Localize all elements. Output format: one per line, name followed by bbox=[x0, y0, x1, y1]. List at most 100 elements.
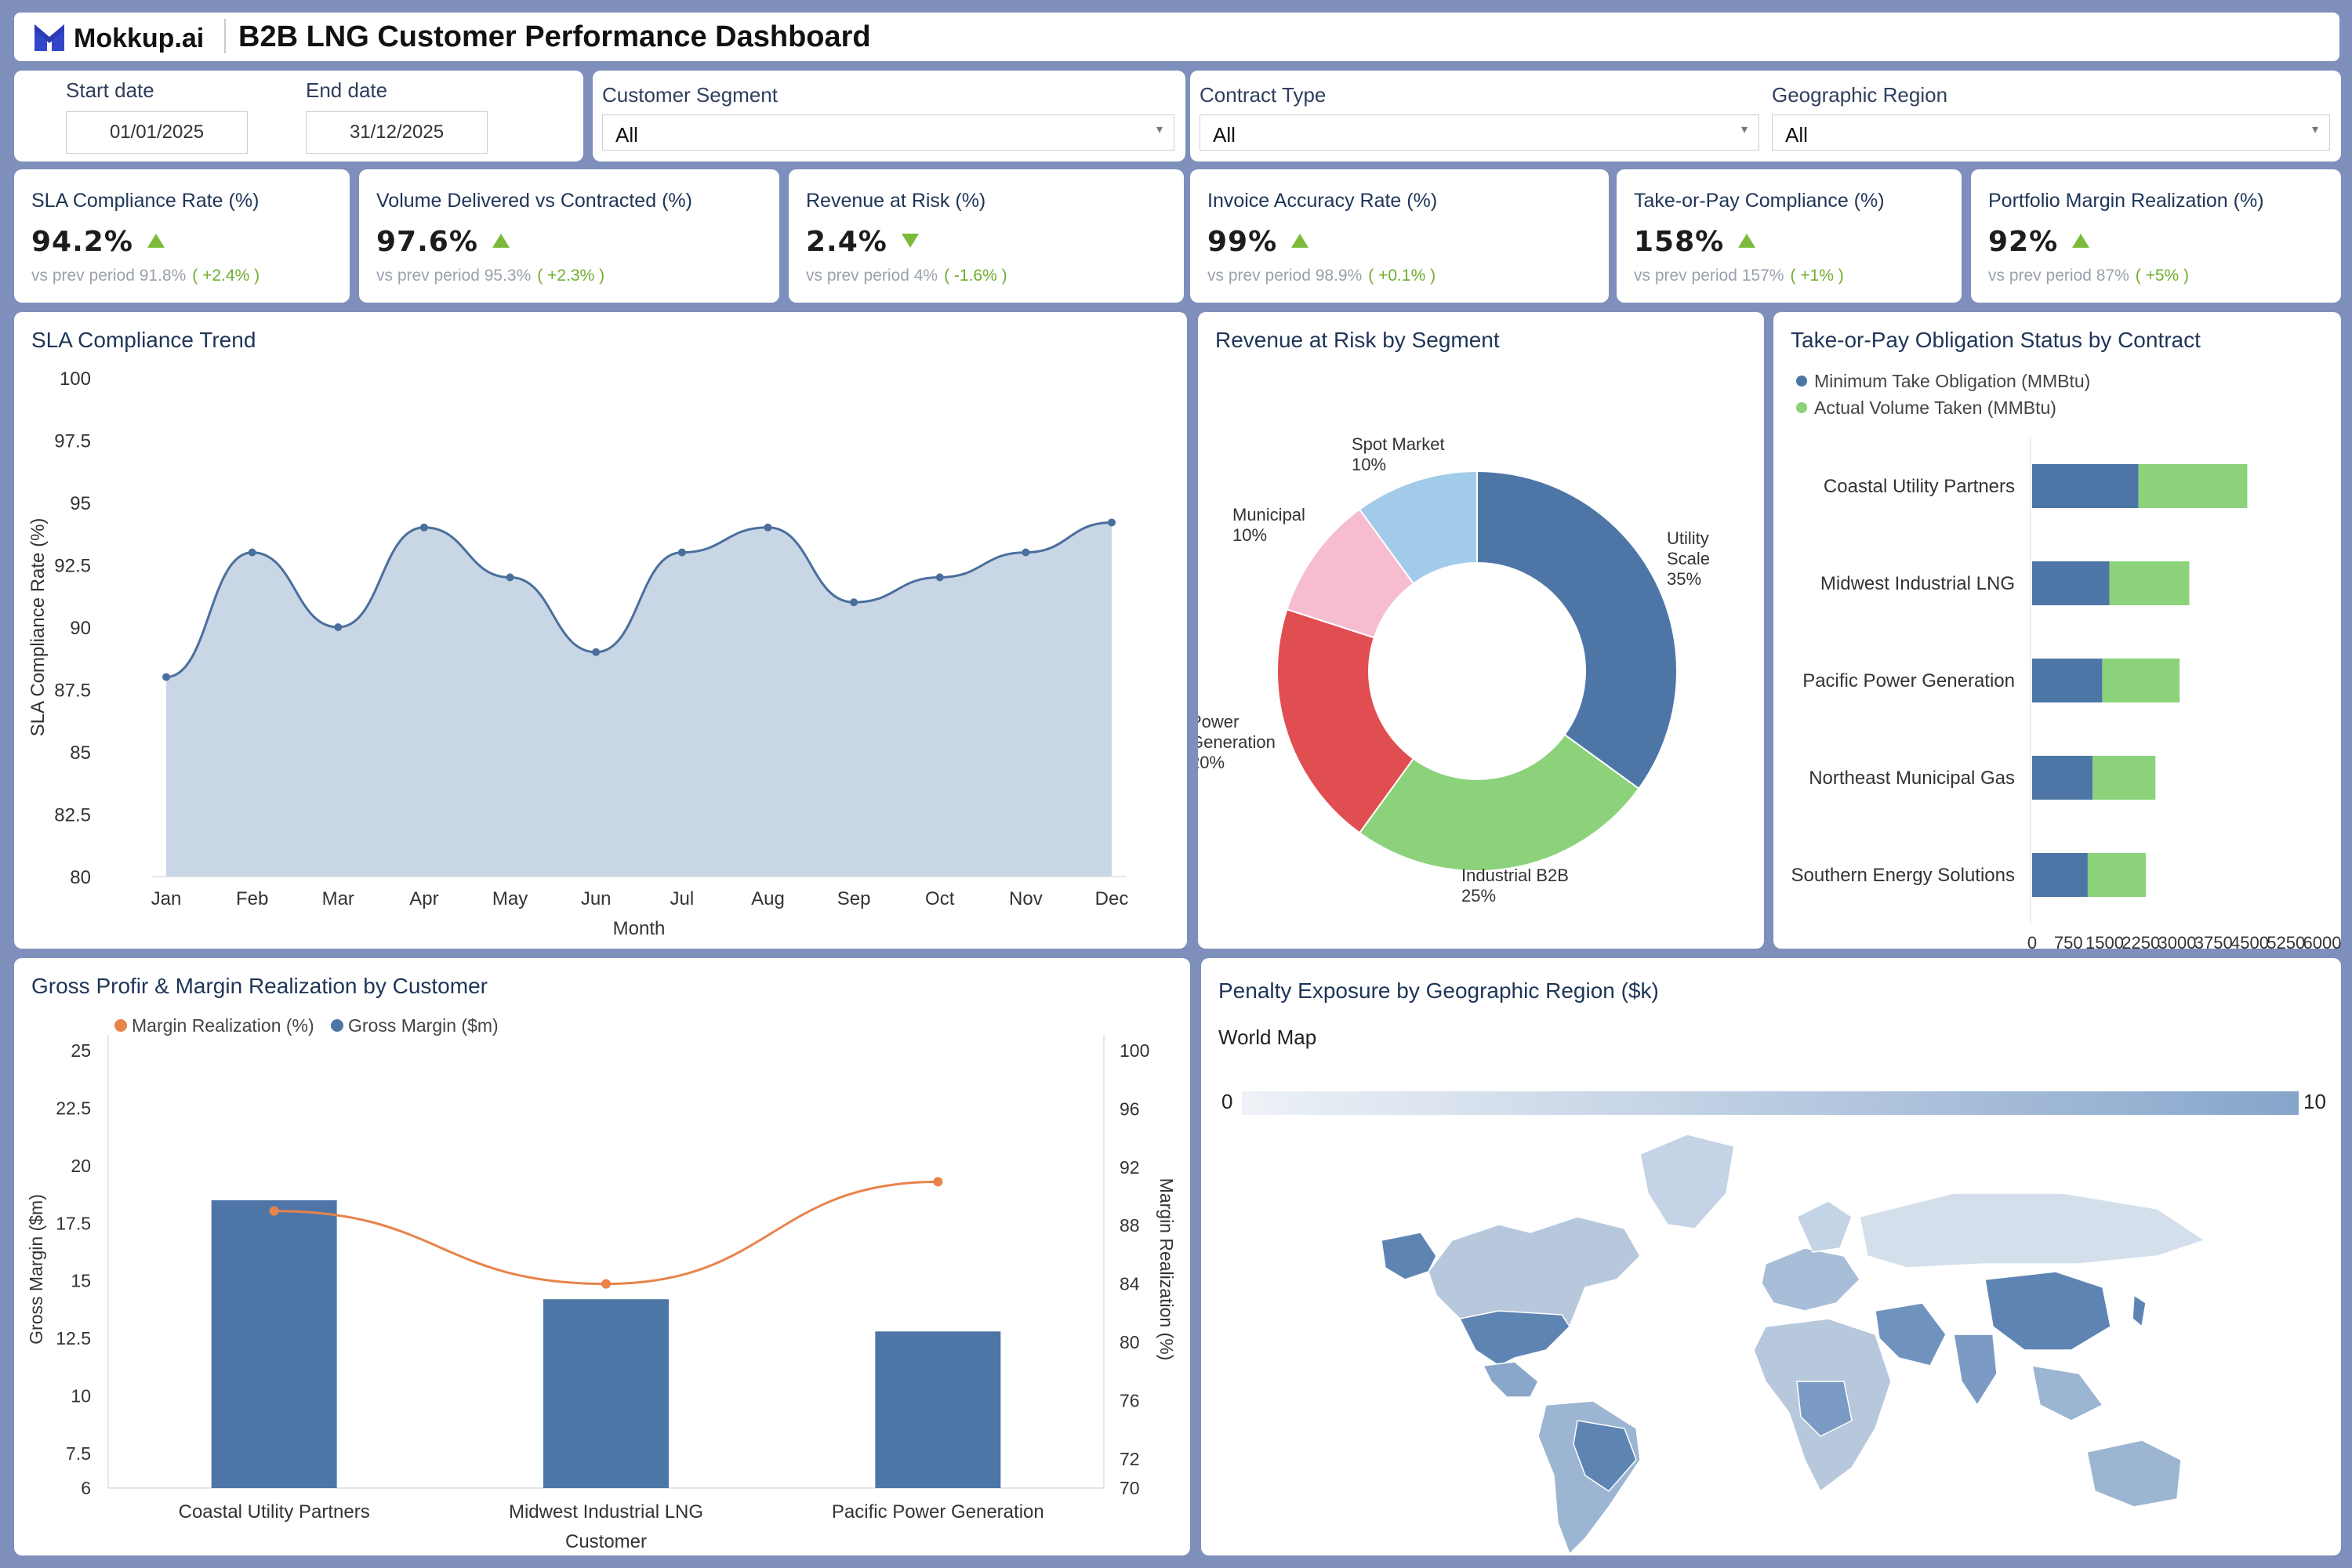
map-region-scandinavia[interactable] bbox=[1796, 1200, 1853, 1253]
stacked-bar-segment bbox=[2032, 464, 2139, 508]
slice-label: 25% bbox=[1461, 886, 1496, 906]
map-region-india[interactable] bbox=[1953, 1334, 1998, 1406]
contract-select[interactable]: All ▾ bbox=[1200, 114, 1759, 151]
contract-select-value: All bbox=[1213, 123, 1236, 147]
map-region-japan[interactable] bbox=[2132, 1294, 2147, 1328]
scale-min-label: 0 bbox=[1221, 1090, 1233, 1113]
map-region-australia[interactable] bbox=[2086, 1439, 2182, 1508]
kpi-card-revenue-risk: Revenue at Risk (%) 2.4% vs prev period … bbox=[789, 169, 1184, 303]
category-label: Midwest Industrial LNG bbox=[509, 1501, 703, 1523]
region-select[interactable]: All ▾ bbox=[1772, 114, 2330, 151]
margin-data-point bbox=[601, 1279, 611, 1289]
x-tick-label: Jun bbox=[581, 888, 612, 909]
penalty-map-title: Penalty Exposure by Geographic Region ($… bbox=[1218, 978, 1659, 1003]
y-tick-label: 87.5 bbox=[54, 681, 91, 702]
slice-label: Industrial B2B bbox=[1461, 866, 1569, 885]
trend-up-icon bbox=[492, 234, 510, 248]
y-tick-label: 90 bbox=[70, 618, 91, 639]
map-region-central-africa[interactable] bbox=[1796, 1381, 1853, 1437]
legend-label: Gross Margin ($m) bbox=[348, 1015, 499, 1036]
slice-label: 35% bbox=[1667, 569, 1701, 589]
sla-data-point bbox=[677, 548, 686, 557]
slice-label: Spot Market bbox=[1352, 434, 1445, 454]
page-title: B2B LNG Customer Performance Dashboard bbox=[238, 20, 871, 53]
map-region-alaska[interactable] bbox=[1381, 1232, 1437, 1280]
kpi-prev-row: vs prev period 4% ( -1.6% ) bbox=[806, 267, 1007, 285]
kpi-title: Volume Delivered vs Contracted (%) bbox=[376, 190, 692, 212]
x-tick-label: 4500 bbox=[2230, 933, 2269, 949]
y-tick-label: 97.5 bbox=[54, 431, 91, 452]
map-region-china[interactable] bbox=[1984, 1271, 2111, 1351]
kpi-title: Take-or-Pay Compliance (%) bbox=[1634, 190, 1885, 212]
kpi-value-row: 97.6% bbox=[376, 226, 510, 258]
y-tick-label: 92.5 bbox=[54, 556, 91, 577]
x-tick-label: 5250 bbox=[2267, 933, 2305, 949]
y-right-axis-title: Margin Realization (%) bbox=[1156, 1178, 1177, 1361]
kpi-prev: vs prev period 91.8% bbox=[31, 267, 187, 285]
category-label: Coastal Utility Partners bbox=[179, 1501, 370, 1523]
sla-data-point bbox=[764, 523, 772, 532]
contract-filter-card: Contract Type All ▾ bbox=[1190, 71, 1783, 162]
kpi-value: 99% bbox=[1207, 226, 1278, 258]
date-filter-card: Start date End date 01/01/2025 31/12/202… bbox=[14, 71, 583, 162]
y-right-tick-label: 80 bbox=[1120, 1332, 1140, 1352]
start-date-input[interactable]: 01/01/2025 bbox=[66, 111, 248, 154]
segment-select-value: All bbox=[615, 123, 638, 147]
map-region-southeast-asia[interactable] bbox=[2031, 1365, 2104, 1421]
kpi-card-margin: Portfolio Margin Realization (%) 92% vs … bbox=[1971, 169, 2341, 303]
chevron-down-icon: ▾ bbox=[1740, 123, 1748, 136]
legend-label: Margin Realization (%) bbox=[132, 1015, 314, 1036]
kpi-card-volume: Volume Delivered vs Contracted (%) 97.6%… bbox=[359, 169, 779, 303]
world-map bbox=[1381, 1134, 2206, 1555]
x-tick-label: Sep bbox=[837, 888, 871, 909]
map-region-russia[interactable] bbox=[1859, 1192, 2206, 1269]
kpi-prev: vs prev period 87% bbox=[1988, 267, 2129, 285]
kpi-value-row: 94.2% bbox=[31, 226, 165, 258]
map-region-brazil[interactable] bbox=[1573, 1420, 1637, 1492]
y-tick-label: 95 bbox=[70, 493, 91, 514]
stacked-bar-segment bbox=[2109, 561, 2190, 605]
sla-trend-chart: 100 97.5 95 92.5 90 87.5 85 82.5 80 Jan Feb Mar Apr M… bbox=[27, 368, 1128, 939]
gross-margin-card: Gross Profir & Margin Realization by Cus… bbox=[14, 958, 1190, 1555]
x-tick-label: Jan bbox=[151, 888, 182, 909]
kpi-delta: ( +2.4% ) bbox=[192, 267, 260, 285]
x-tick-label: May bbox=[492, 888, 528, 909]
stacked-bar-segment bbox=[2102, 659, 2180, 702]
region-filter-card: Geographic Region All ▾ bbox=[1762, 71, 2341, 162]
sla-data-point bbox=[419, 523, 428, 532]
kpi-title: SLA Compliance Rate (%) bbox=[31, 190, 260, 212]
x-tick-label: Jul bbox=[670, 888, 694, 909]
map-region-europe[interactable] bbox=[1761, 1247, 1860, 1312]
x-tick-label: Oct bbox=[925, 888, 955, 909]
map-region-mexico[interactable] bbox=[1482, 1361, 1539, 1398]
slice-label: Power bbox=[1198, 712, 1239, 731]
stacked-bar-segment bbox=[2032, 561, 2110, 605]
logo-text: Mokkup.ai bbox=[74, 24, 205, 53]
y-right-tick-label: 72 bbox=[1120, 1449, 1140, 1469]
segment-select[interactable]: All ▾ bbox=[602, 114, 1174, 151]
kpi-prev-row: vs prev period 91.8% ( +2.4% ) bbox=[31, 267, 260, 285]
revenue-risk-title: Revenue at Risk by Segment bbox=[1215, 328, 1500, 352]
x-tick-label: 2250 bbox=[2122, 933, 2160, 949]
kpi-value-row: 99% bbox=[1207, 226, 1309, 258]
legend-label: Actual Volume Taken (MMBtu) bbox=[1814, 397, 2056, 418]
color-scale-bar bbox=[1242, 1091, 2299, 1115]
donut-slice bbox=[1358, 733, 1640, 872]
region-filter-label: Geographic Region bbox=[1772, 83, 1948, 107]
end-date-input[interactable]: 31/12/2025 bbox=[306, 111, 488, 154]
kpi-delta: ( +5% ) bbox=[2135, 267, 2190, 285]
map-region-usa[interactable] bbox=[1458, 1310, 1570, 1367]
x-tick-label: 3750 bbox=[2194, 933, 2233, 949]
contract-filter-label: Contract Type bbox=[1200, 83, 1327, 107]
take-or-pay-chart: Minimum Take Obligation (MMBtu) Actual Vo… bbox=[1791, 371, 2341, 949]
sla-data-point bbox=[850, 598, 858, 607]
sla-data-point bbox=[334, 623, 343, 631]
slice-label: 10% bbox=[1352, 455, 1386, 474]
donut-slice bbox=[1276, 608, 1415, 834]
x-axis-title: Month bbox=[613, 918, 666, 939]
map-region-greenland[interactable] bbox=[1639, 1134, 1735, 1229]
map-region-middle-east[interactable] bbox=[1875, 1302, 1947, 1367]
y-tick-label: 80 bbox=[70, 867, 91, 888]
y-left-tick-label: 22.5 bbox=[56, 1098, 91, 1118]
